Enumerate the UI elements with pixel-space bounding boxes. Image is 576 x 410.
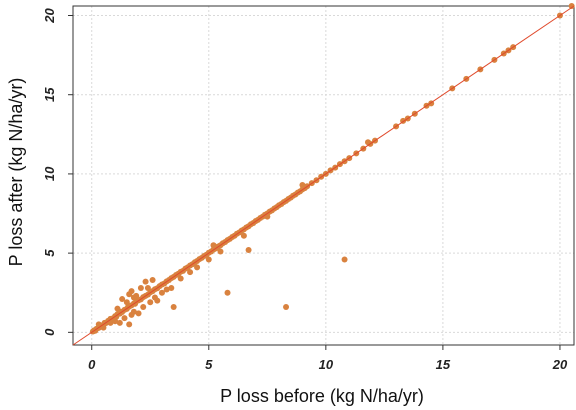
data-point xyxy=(142,278,149,285)
data-point xyxy=(123,299,130,306)
x-tick-label: 10 xyxy=(319,357,334,372)
data-point xyxy=(95,321,102,328)
data-point xyxy=(144,284,151,291)
data-point xyxy=(147,299,154,306)
x-tick-label: 0 xyxy=(88,357,96,372)
y-tick-label: 10 xyxy=(42,166,57,181)
x-axis-title: P loss before (kg N/ha/yr) xyxy=(220,386,424,406)
data-point xyxy=(158,289,165,296)
data-point xyxy=(119,296,126,303)
data-point xyxy=(210,242,217,249)
data-point xyxy=(100,324,107,331)
data-point xyxy=(149,277,156,284)
data-point xyxy=(299,182,306,189)
data-point xyxy=(112,318,119,325)
x-tick-label: 5 xyxy=(205,357,213,372)
data-point xyxy=(128,288,135,295)
data-point xyxy=(194,264,201,271)
data-point xyxy=(130,308,137,315)
y-tick-label: 20 xyxy=(42,8,57,24)
y-tick-label: 15 xyxy=(42,87,57,102)
data-point xyxy=(114,305,121,312)
y-axis-title: P loss after (kg N/ha/yr) xyxy=(6,78,26,267)
data-point xyxy=(217,248,224,255)
data-point xyxy=(364,139,371,146)
identity-line xyxy=(72,5,575,346)
data-point xyxy=(135,310,142,317)
data-point xyxy=(283,303,290,310)
x-tick-label: 15 xyxy=(436,357,451,372)
data-point xyxy=(170,303,177,310)
data-point xyxy=(168,284,175,291)
data-point xyxy=(140,303,147,310)
data-point xyxy=(163,286,170,293)
data-point xyxy=(341,256,348,263)
data-point xyxy=(264,213,271,220)
data-point xyxy=(126,321,133,328)
y-axis-ticks: 0 5 10 15 20 xyxy=(42,8,73,336)
data-point xyxy=(245,246,252,253)
data-point xyxy=(116,319,123,326)
y-tick-label: 0 xyxy=(42,328,57,336)
data-point xyxy=(240,232,247,239)
data-point xyxy=(568,3,575,9)
data-point xyxy=(107,319,114,326)
data-point xyxy=(137,284,144,291)
y-tick-label: 5 xyxy=(42,249,57,257)
data-point xyxy=(154,297,161,304)
data-point xyxy=(177,275,184,282)
x-tick-label: 20 xyxy=(552,357,568,372)
data-point xyxy=(133,292,140,299)
data-point xyxy=(224,289,231,296)
data-point xyxy=(187,269,194,276)
x-axis-ticks: 0 5 10 15 20 xyxy=(88,345,568,372)
data-point xyxy=(205,256,212,263)
data-point xyxy=(121,315,128,322)
plot-frame xyxy=(72,5,575,346)
grid-lines xyxy=(73,6,574,345)
